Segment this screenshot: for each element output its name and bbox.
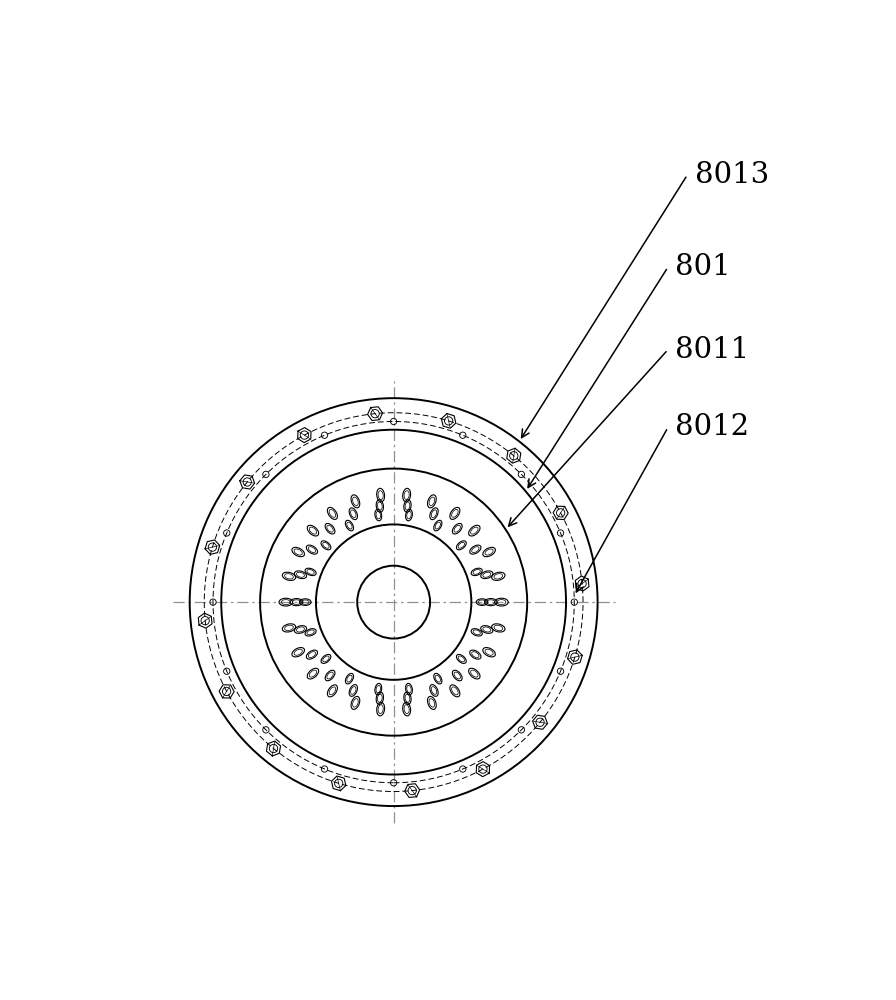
Text: 8013: 8013 (694, 161, 769, 189)
Text: 8011: 8011 (676, 336, 749, 364)
Text: 801: 801 (676, 253, 731, 281)
Text: 8012: 8012 (676, 413, 749, 441)
